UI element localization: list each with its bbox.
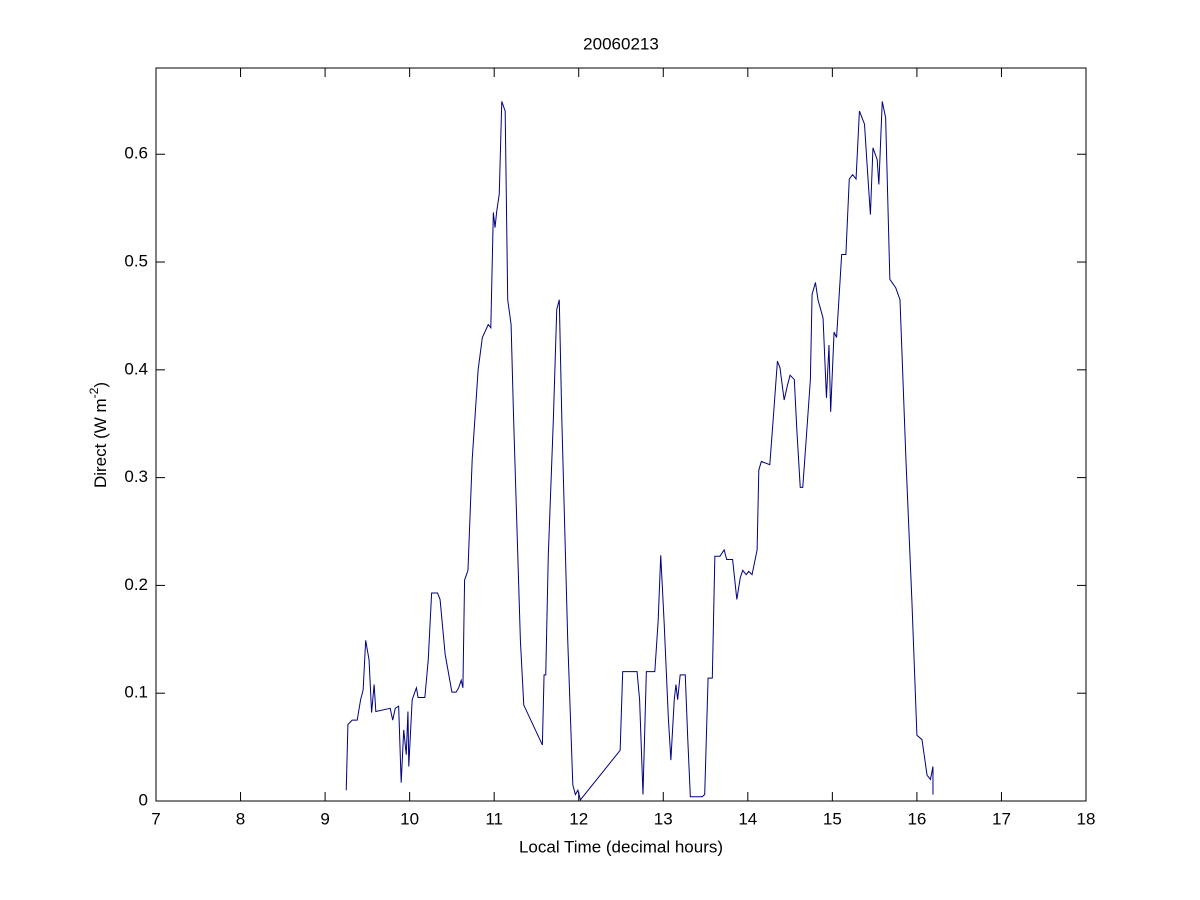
y-axis-label-exponent: -2 [87,387,101,398]
y-axis-label-end: ) [91,382,110,388]
x-tick-label: 14 [738,809,757,828]
chart-title: 20060213 [583,34,659,53]
y-tick-label: 0.1 [124,683,148,702]
y-tick-label: 0.2 [124,575,148,594]
y-tick-label: 0.6 [124,144,148,163]
x-tick-label: 11 [485,809,503,828]
y-tick-label: 0 [139,790,148,809]
x-tick-label: 10 [400,809,419,828]
x-tick-label: 9 [320,809,329,828]
plot-frame [155,67,1087,802]
x-tick-label: 7 [151,809,160,828]
x-tick-label: 8 [236,809,245,828]
x-tick-label: 17 [992,809,1011,828]
y-tick-label: 0.4 [124,359,148,378]
y-tick-label: 0.3 [124,467,148,486]
x-axis-label: Local Time (decimal hours) [519,837,723,856]
y-axis-label: Direct (W m-2) [87,382,110,488]
data-line [345,101,934,802]
y-tick-label: 0.5 [124,252,148,271]
x-tick-label: 18 [1077,809,1096,828]
x-tick-label: 13 [654,809,673,828]
x-tick-label: 16 [907,809,926,828]
x-tick-label: 15 [823,809,842,828]
x-tick-label: 12 [569,809,588,828]
y-axis-label-main: Direct (W m [91,398,110,488]
